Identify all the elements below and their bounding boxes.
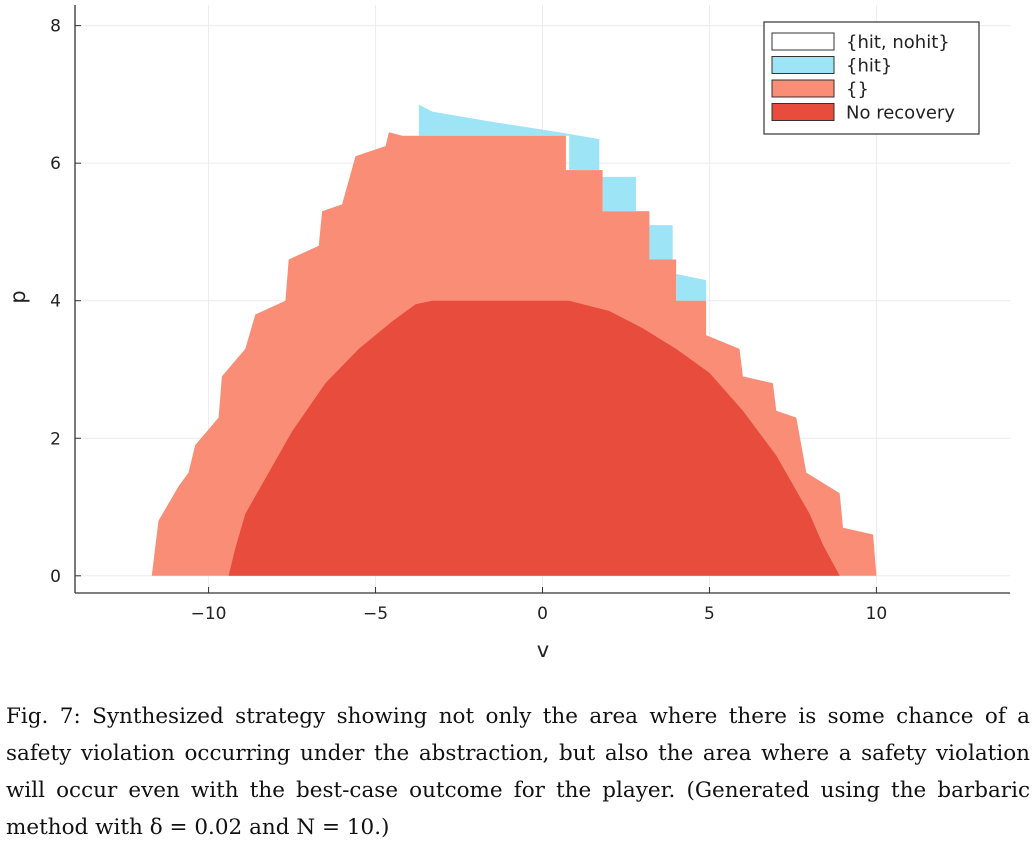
region-no-recovery bbox=[228, 300, 840, 576]
tick-labels: −10 −5 0 5 10 0 2 4 6 8 bbox=[50, 17, 887, 624]
x-tick-label: 0 bbox=[537, 604, 548, 624]
x-axis-label: v bbox=[537, 638, 549, 662]
plot-canvas: −10 −5 0 5 10 0 2 4 6 8 v p {hit, nohit} {hit}{} No… bbox=[6, 5, 1010, 662]
x-tick-label: −10 bbox=[191, 604, 227, 624]
legend-swatch bbox=[771, 32, 835, 51]
axes bbox=[74, 5, 1010, 594]
x-tick-label: 10 bbox=[866, 604, 888, 624]
legend: {hit, nohit} {hit}{} No recovery bbox=[763, 21, 980, 135]
x-tick-label: 5 bbox=[704, 604, 715, 624]
legend-swatch bbox=[771, 56, 835, 74]
region-hit bbox=[418, 104, 707, 301]
chart-figure: −10 −5 0 5 10 0 2 4 6 8 v p {hit, nohit} {hit}{} No… bbox=[6, 5, 1010, 662]
y-tick-label: 2 bbox=[50, 429, 61, 449]
x-tick-label: −5 bbox=[363, 604, 388, 624]
figure-caption: Fig. 7: Synthesized strategy showing not… bbox=[6, 704, 1030, 840]
strategy-regions bbox=[151, 104, 877, 576]
legend-swatch bbox=[771, 79, 835, 98]
y-axis-label: p bbox=[6, 290, 30, 303]
legend-swatch bbox=[771, 103, 835, 121]
y-tick-label: 4 bbox=[50, 292, 61, 312]
legend-label: {} bbox=[846, 79, 869, 100]
y-tick-label: 6 bbox=[50, 154, 61, 174]
y-tick-label: 0 bbox=[50, 567, 61, 587]
y-tick-label: 8 bbox=[50, 17, 61, 37]
legend-label: No recovery bbox=[846, 103, 955, 124]
legend-label: {hit} bbox=[846, 56, 892, 77]
legend-label: {hit, nohit} bbox=[846, 32, 950, 53]
